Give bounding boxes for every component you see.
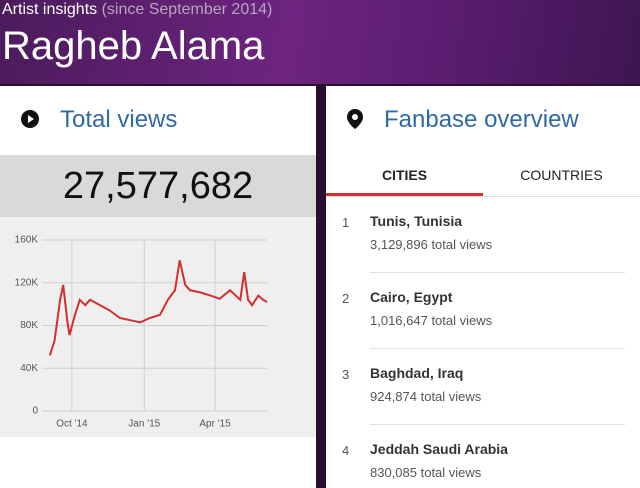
rank: 3 xyxy=(342,367,350,382)
kicker: Artist insights xyxy=(2,1,98,18)
separator xyxy=(370,424,625,425)
play-icon xyxy=(21,110,39,128)
separator xyxy=(370,348,625,349)
y-tick-label: 120K xyxy=(15,277,39,288)
pin-icon xyxy=(347,109,363,129)
city-views: 3,129,896 total views xyxy=(370,237,493,252)
rank: 1 xyxy=(342,215,350,230)
panel-title: Fanbase overview xyxy=(384,106,579,133)
city-views: 924,874 total views xyxy=(370,389,482,404)
y-tick-label: 160K xyxy=(15,235,39,246)
city-name: Tunis, Tunisia xyxy=(370,213,463,229)
chart-area: 0 40K 80K 120K 160K Oct '14 Jan '15 Apr '15 xyxy=(0,217,316,437)
header-kicker: Artist insights (since September 2014) xyxy=(2,1,272,19)
since: (since September 2014) xyxy=(101,1,273,18)
x-tick-label: Apr '15 xyxy=(199,419,231,430)
city-name: Jeddah Saudi Arabia xyxy=(370,441,508,457)
x-tick-label: Oct '14 xyxy=(56,419,88,430)
total-views-panel: Total views 27,577,682 0 40K 80K 120K 160K Oc… xyxy=(0,86,316,488)
x-tick-label: Jan '15 xyxy=(128,419,160,430)
panel-title: Total views xyxy=(60,106,178,133)
y-tick-label: 80K xyxy=(20,320,38,331)
y-tick-label: 40K xyxy=(20,363,38,374)
tab[interactable]: COUNTRIES xyxy=(520,167,603,183)
fanbase-panel: Fanbase overview CITIES COUNTRIES 1 Tunis… xyxy=(326,86,640,488)
city-views: 1,016,647 total views xyxy=(370,313,493,328)
rank: 2 xyxy=(342,291,350,306)
rank: 4 xyxy=(342,443,350,458)
views-line xyxy=(48,260,268,356)
y-tick-label: 0 xyxy=(32,406,38,417)
total-count: 27,577,682 xyxy=(0,155,316,217)
separator xyxy=(370,272,625,273)
tab[interactable]: CITIES xyxy=(326,154,483,196)
chart: 0 40K 80K 120K 160K Oct '14 Jan '15 Apr '15 xyxy=(15,235,268,430)
city-views: 830,085 total views xyxy=(370,465,482,480)
header: Artist insights (since September 2014) R… xyxy=(0,0,640,84)
city-name: Cairo, Egypt xyxy=(370,289,453,305)
artist-name: Ragheb Alama xyxy=(2,24,265,68)
city-name: Baghdad, Iraq xyxy=(370,365,464,381)
tab-divider xyxy=(326,196,640,197)
